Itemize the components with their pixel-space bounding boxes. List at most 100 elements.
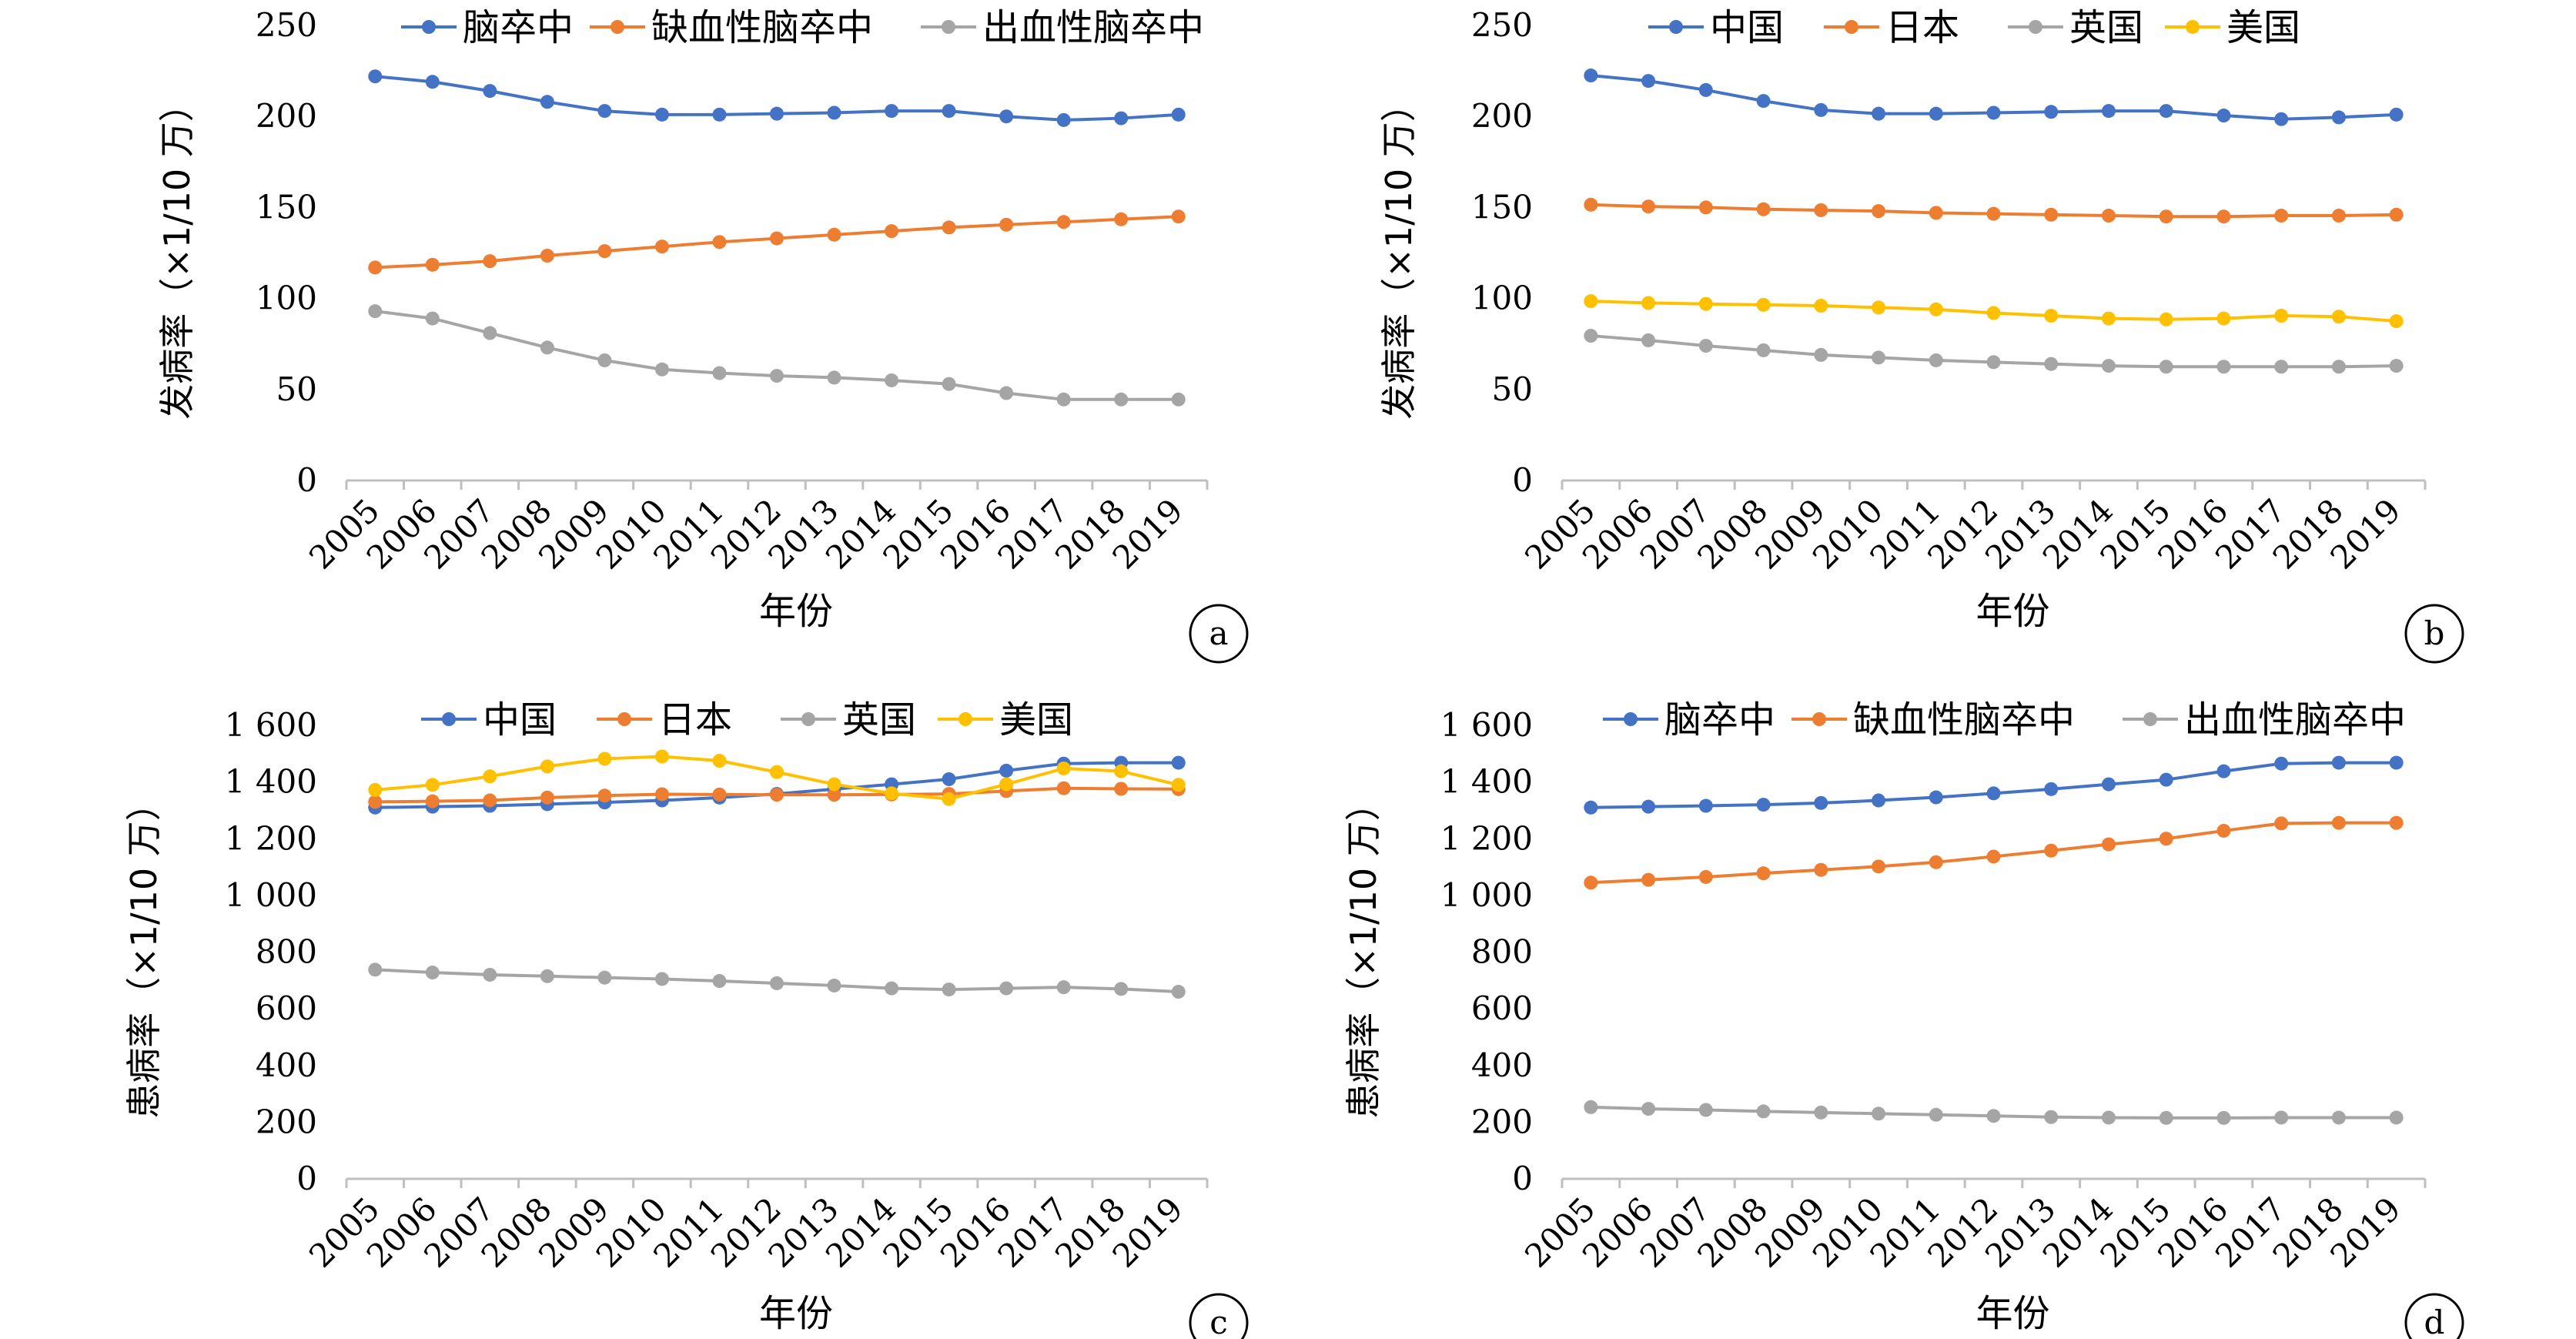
data-point <box>368 962 383 977</box>
data-point <box>942 220 956 235</box>
data-point <box>2101 209 2116 223</box>
data-point <box>483 793 497 808</box>
data-point <box>2274 309 2289 323</box>
data-point <box>1929 855 1943 869</box>
data-point <box>1641 1102 1656 1116</box>
data-point <box>368 782 383 797</box>
panel-badge-label: b <box>2424 614 2445 652</box>
y-tick-label: 1 400 <box>225 763 317 801</box>
data-point <box>999 981 1014 996</box>
data-point <box>597 244 612 259</box>
data-point <box>2274 816 2289 831</box>
data-point <box>770 369 784 383</box>
legend-swatch-marker <box>2029 20 2042 34</box>
data-point <box>1872 350 1886 365</box>
data-point <box>1698 798 1713 813</box>
panel-badge-circle <box>2404 604 2464 664</box>
y-tick-label: 600 <box>256 989 317 1027</box>
panel-badge-circle <box>2404 1293 2464 1339</box>
panel-badge-label: d <box>2424 1304 2445 1339</box>
data-point <box>654 787 669 802</box>
data-point <box>885 373 899 387</box>
data-point <box>1056 215 1071 229</box>
data-point <box>1641 872 1656 887</box>
data-point <box>654 362 669 377</box>
data-point <box>2159 1110 2173 1125</box>
legend-swatch-marker <box>1624 712 1638 726</box>
data-point <box>1698 296 1713 311</box>
data-point <box>770 788 784 802</box>
data-point <box>368 69 383 84</box>
data-point <box>2389 107 2404 122</box>
data-point <box>597 752 612 766</box>
y-tick-label: 800 <box>1471 933 1533 971</box>
legend-label: 中国 <box>483 698 557 741</box>
data-point <box>1756 866 1771 881</box>
data-point <box>1929 790 1943 805</box>
data-point <box>1698 1103 1713 1117</box>
chart-panel-a: 0501001502002502005200620072008200920102… <box>156 6 1249 664</box>
y-tick-label: 50 <box>1492 370 1533 408</box>
data-point <box>540 249 554 263</box>
data-point <box>1872 300 1886 315</box>
data-point <box>2216 764 2231 778</box>
data-point <box>2331 209 2346 223</box>
data-point <box>999 763 1014 778</box>
y-tick-label: 400 <box>1471 1046 1533 1084</box>
x-axis-title: 年份 <box>759 1292 833 1335</box>
data-point <box>540 790 554 805</box>
panel-badge-circle <box>1189 1293 1249 1339</box>
legend-label: 脑卒中 <box>1664 698 1775 741</box>
data-point <box>483 769 497 784</box>
data-point <box>712 754 727 768</box>
data-point <box>1171 392 1186 407</box>
data-point <box>2216 823 2231 838</box>
data-point <box>1584 875 1598 890</box>
data-point <box>1872 1106 1886 1121</box>
data-point <box>1114 392 1129 407</box>
data-point <box>1929 353 1943 367</box>
data-point <box>942 104 956 119</box>
data-point <box>2331 110 2346 125</box>
data-point <box>1814 862 1828 877</box>
series-line <box>375 310 1179 401</box>
data-point <box>770 231 784 246</box>
y-tick-label: 1 200 <box>1440 819 1533 857</box>
y-tick-label: 400 <box>256 1046 317 1084</box>
legend-label: 出血性脑卒中 <box>982 6 1204 49</box>
data-point <box>1814 102 1828 117</box>
legend-swatch-marker <box>1812 712 1826 726</box>
data-point <box>2216 360 2231 374</box>
x-axis-title: 年份 <box>759 590 833 633</box>
data-point <box>2101 837 2116 852</box>
x-axis-title: 年份 <box>1975 590 2049 633</box>
y-tick-label: 0 <box>296 1160 317 1197</box>
data-point <box>1872 106 1886 121</box>
data-point <box>712 235 727 249</box>
data-point <box>654 749 669 764</box>
data-point <box>1641 333 1656 347</box>
data-point <box>1814 203 1828 217</box>
y-tick-label: 200 <box>1471 97 1533 135</box>
panel-badge-circle <box>1189 604 1249 664</box>
data-point <box>368 260 383 275</box>
legend-swatch-marker <box>1669 20 1683 34</box>
data-point <box>712 974 727 989</box>
data-point <box>2216 1110 2231 1125</box>
legend-label: 日本 <box>1885 6 1959 49</box>
data-point <box>2044 782 2059 796</box>
y-tick-label: 0 <box>1512 1160 1533 1197</box>
data-point <box>1641 74 1656 89</box>
y-axis-title: 发病率（×1/10 万） <box>1378 86 1420 419</box>
data-point <box>1986 105 2001 120</box>
data-point <box>483 326 497 340</box>
data-point <box>1872 204 1886 219</box>
data-point <box>827 370 841 385</box>
data-point <box>1814 347 1828 362</box>
data-point <box>770 976 784 990</box>
data-point <box>1171 755 1186 770</box>
data-point <box>540 759 554 774</box>
legend-swatch-marker <box>2143 712 2157 726</box>
